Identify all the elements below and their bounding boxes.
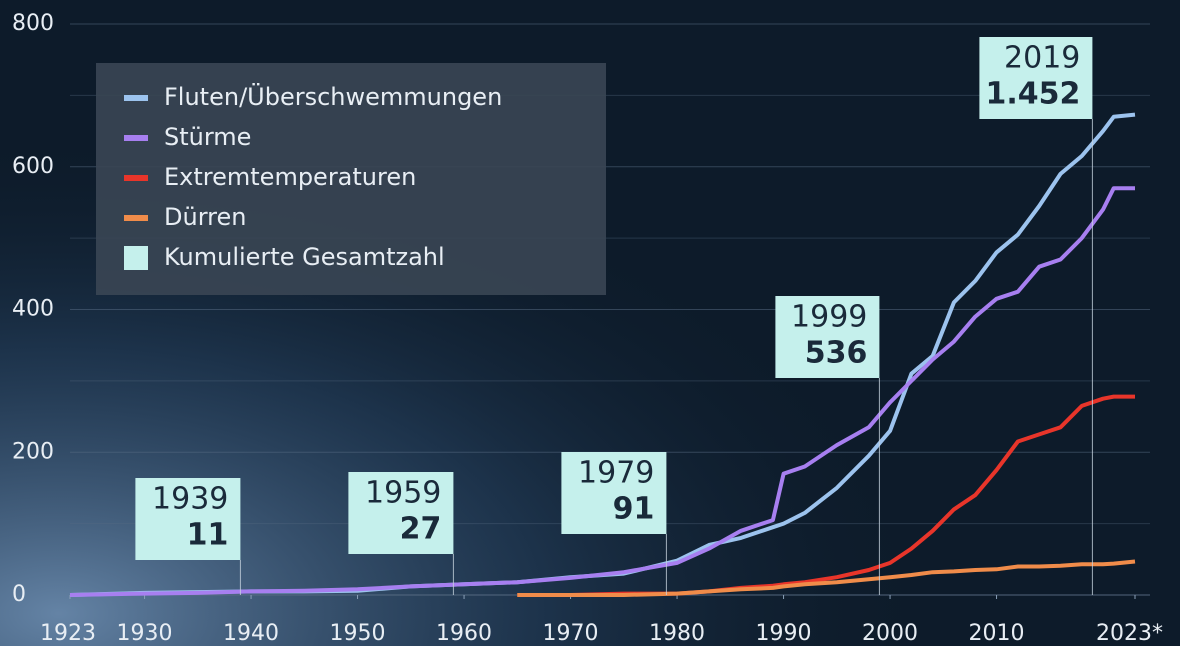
legend-swatch — [124, 246, 148, 270]
legend-label: Stürme — [164, 123, 251, 151]
x-tick-label: 1923 — [40, 621, 96, 646]
x-tick-label: 1960 — [436, 621, 492, 646]
legend: Fluten/Überschwemmungen Stürme Extremtempe… — [96, 63, 606, 295]
legend-label: Kumulierte Gesamtzahl — [164, 243, 445, 271]
y-tick-label: 400 — [12, 297, 54, 322]
legend-label: Dürren — [164, 203, 246, 231]
annotation-total: 536 — [805, 336, 868, 371]
annotation-total: 11 — [187, 518, 229, 553]
x-tick-label: 2000 — [862, 621, 918, 646]
x-tick-label: 1990 — [756, 621, 812, 646]
annotation-total: 91 — [613, 492, 655, 527]
annotation-year: 1959 — [365, 476, 441, 511]
x-tick-label: 1950 — [330, 621, 386, 646]
annotation-year: 2019 — [1004, 41, 1080, 76]
annotation-year: 1939 — [152, 482, 228, 517]
annotation-year: 1979 — [578, 456, 654, 491]
x-tick-label: 2010 — [969, 621, 1025, 646]
annotation-total: 27 — [400, 512, 442, 547]
y-tick-label: 200 — [12, 439, 54, 464]
chart: 0 200 400 600 800 1923 1930 1940 1950 1960 1970 198… — [0, 0, 1180, 646]
y-tick-label: 0 — [12, 582, 26, 607]
x-tick-label: 1940 — [223, 621, 279, 646]
legend-label: Fluten/Überschwemmungen — [164, 82, 502, 111]
x-tick-label: 1980 — [649, 621, 705, 646]
y-tick-label: 600 — [12, 154, 54, 179]
x-tick-label: 2023* — [1096, 621, 1163, 646]
x-tick-label: 1930 — [117, 621, 173, 646]
legend-label: Extremtemperaturen — [164, 163, 416, 191]
y-tick-label: 800 — [12, 11, 54, 36]
annotation-year: 1999 — [791, 300, 867, 335]
annotation-total: 1.452 — [985, 77, 1080, 112]
x-tick-label: 1970 — [543, 621, 599, 646]
